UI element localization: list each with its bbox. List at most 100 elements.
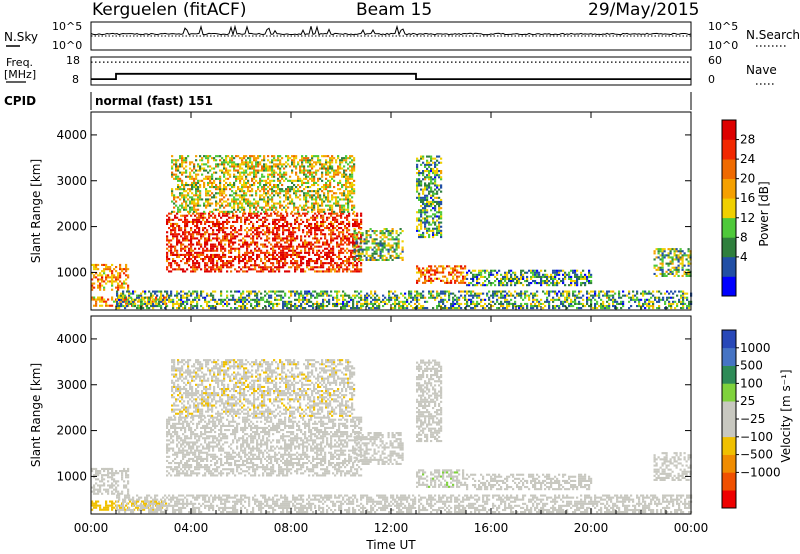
power-echo-cell <box>336 262 339 265</box>
power-echo-cell <box>434 184 437 187</box>
power-echo-cell <box>379 250 382 253</box>
power-echo-cell <box>256 227 259 230</box>
power-echo-cell <box>357 258 360 261</box>
power-echo-cell <box>121 282 124 285</box>
power-echo-cell <box>222 260 225 263</box>
power-echo-cell <box>416 190 419 193</box>
power-echo-cell <box>358 270 361 273</box>
power-echo-cell <box>213 196 216 199</box>
power-echo-cell <box>395 230 398 233</box>
power-echo-cell <box>152 302 155 305</box>
power-echo-cell <box>552 271 555 274</box>
power-echo-cell <box>272 270 275 273</box>
power-echo-cell <box>371 252 374 255</box>
power-echo-cell <box>300 249 303 252</box>
power-echo-cell <box>325 161 328 164</box>
power-echo-cell <box>185 157 188 160</box>
power-echo-cell <box>422 188 425 191</box>
power-echo-cell <box>218 220 221 223</box>
power-echo-cell <box>436 233 439 236</box>
power-echo-cell <box>263 206 266 209</box>
power-echo-cell <box>397 242 400 245</box>
power-echo-cell <box>347 163 350 166</box>
power-echo-cell <box>196 300 199 303</box>
power-echo-cell <box>356 220 359 223</box>
power-echo-cell <box>186 239 189 242</box>
power-echo-cell <box>304 255 307 258</box>
power-echo-cell <box>223 167 226 170</box>
power-echo-cell <box>351 192 354 195</box>
power-echo-cell <box>484 284 487 287</box>
power-echo-cell <box>428 205 431 208</box>
power-echo-cell <box>269 165 272 168</box>
power-echo-cell <box>117 288 120 291</box>
power-echo-cell <box>341 161 344 164</box>
power-echo-cell <box>176 302 179 305</box>
power-echo-cell <box>290 292 293 295</box>
power-echo-cell <box>272 247 275 250</box>
power-echo-cell <box>226 300 229 303</box>
power-echo-cell <box>329 163 332 166</box>
power-echo-cell <box>316 305 319 308</box>
power-echo-cell <box>334 305 337 308</box>
power-echo-cell <box>320 245 323 248</box>
power-echo-cell <box>325 163 328 166</box>
power-echo-cell <box>428 172 431 175</box>
power-echo-cell <box>328 266 331 269</box>
power-echo-cell <box>189 210 192 213</box>
power-echo-cell <box>241 157 244 160</box>
power-echo-cell <box>190 270 193 273</box>
power-echo-cell <box>168 218 171 221</box>
power-echo-cell <box>234 229 237 232</box>
power-echo-cell <box>396 302 399 305</box>
power-echo-cell <box>210 305 213 308</box>
power-echo-cell <box>510 273 513 276</box>
power-echo-cell <box>412 307 415 310</box>
power-echo-cell <box>311 159 314 162</box>
power-echo-cell <box>261 175 264 178</box>
power-echo-cell <box>299 171 302 174</box>
power-echo-cell <box>420 221 423 224</box>
power-echo-cell <box>249 210 252 213</box>
power-echo-cell <box>279 206 282 209</box>
power-echo-cell <box>276 212 279 215</box>
power-echo-cell <box>330 262 333 265</box>
power-echo-cell <box>286 247 289 250</box>
power-echo-cell <box>113 274 116 277</box>
power-echo-cell <box>337 200 340 203</box>
power-echo-cell <box>259 196 262 199</box>
power-echo-cell <box>293 157 296 160</box>
power-echo-cell <box>152 290 155 293</box>
power-echo-cell <box>418 209 421 212</box>
power-echo-cell <box>422 203 425 206</box>
power-echo-cell <box>292 239 295 242</box>
power-echo-cell <box>313 161 316 164</box>
power-echo-cell <box>253 159 256 162</box>
power-echo-cell <box>554 273 557 276</box>
power-echo-cell <box>466 277 469 280</box>
power-echo-cell <box>661 272 664 275</box>
power-echo-cell <box>95 302 98 305</box>
power-echo-cell <box>296 260 299 263</box>
power-echo-cell <box>416 211 419 214</box>
power-echo-cell <box>202 235 205 238</box>
power-echo-cell <box>291 155 294 158</box>
power-echo-cell <box>239 163 242 166</box>
power-echo-cell <box>244 270 247 273</box>
power-echo-cell <box>116 305 119 308</box>
power-echo-cell <box>204 249 207 252</box>
power-echo-cell <box>221 210 224 213</box>
power-echo-cell <box>353 244 356 247</box>
power-echo-cell <box>364 294 367 297</box>
power-echo-cell <box>276 294 279 297</box>
power-echo-cell <box>174 268 177 271</box>
power-echo-cell <box>440 231 443 234</box>
power-echo-cell <box>176 249 179 252</box>
power-echo-cell <box>416 294 419 297</box>
power-echo-cell <box>552 277 555 280</box>
power-echo-cell <box>338 222 341 225</box>
power-echo-cell <box>570 284 573 287</box>
power-echo-cell <box>277 192 280 195</box>
power-echo-cell <box>422 161 425 164</box>
power-echo-cell <box>224 214 227 217</box>
